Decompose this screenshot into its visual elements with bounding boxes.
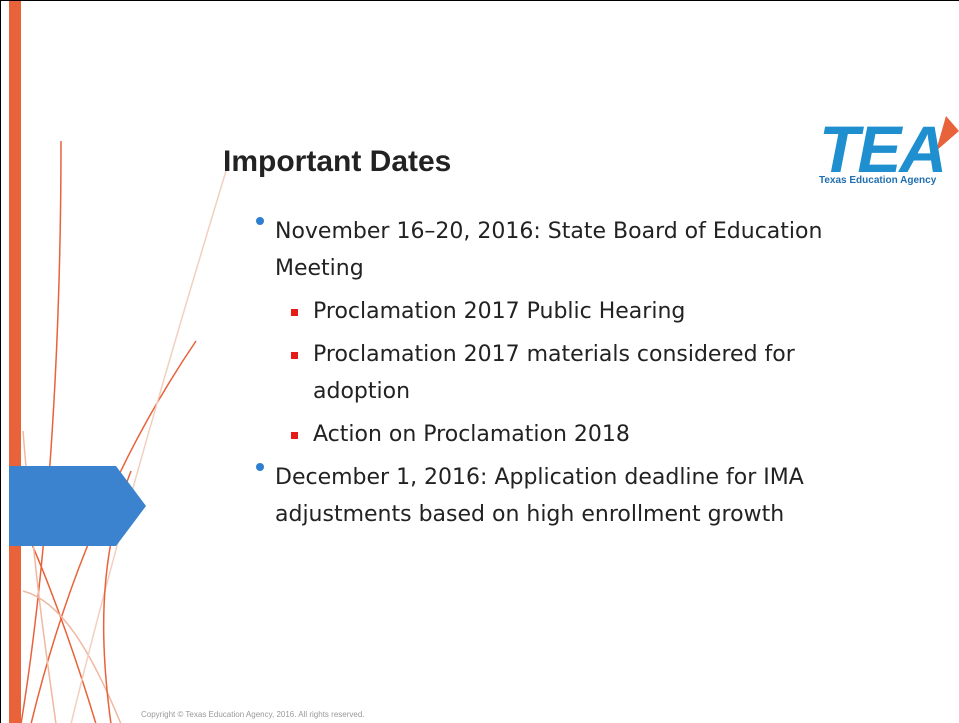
logo: TEA [819,112,947,186]
copyright: Copyright © Texas Education Agency, 2016… [141,710,365,719]
bullet: November 16–20, 2016: State Board of Edu… [256,213,915,453]
bullet-text: December 1, 2016: Application deadline f… [275,465,804,527]
bullet-list: November 16–20, 2016: State Board of Edu… [256,213,915,539]
bullet-text: November 16–20, 2016: State Board of Edu… [275,219,823,281]
sub-bullet: Action on Proclamation 2018 [291,416,873,453]
arrow-tab [9,466,146,546]
bullet: December 1, 2016: Application deadline f… [256,459,915,533]
title: Important Dates [223,145,452,178]
sub-bullet: Proclamation 2017 materials considered f… [291,336,873,410]
side-bar [9,1,21,723]
sub-list: Proclamation 2017 Public Hearing Proclama… [291,293,915,453]
logo-flag [936,116,959,151]
logo-caption: Texas Education Agency [819,175,937,186]
curves [20,140,227,723]
sub-bullet: Proclamation 2017 Public Hearing [291,293,873,330]
